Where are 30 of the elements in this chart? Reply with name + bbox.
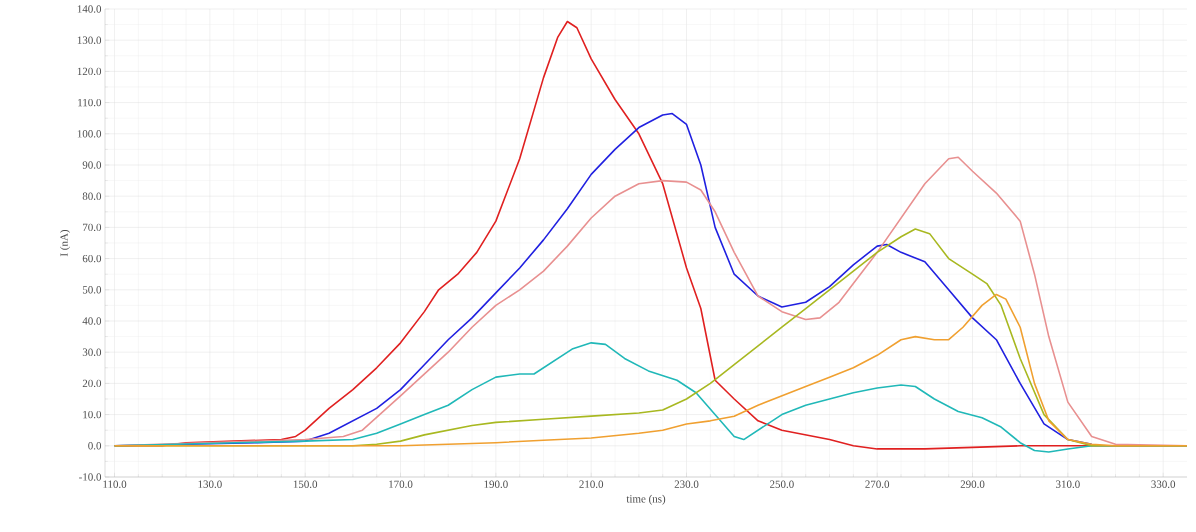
y-tick-label: 130.0 — [77, 36, 102, 44]
y-tick-label: 60.0 — [82, 254, 102, 263]
x-tick-label: 110.0 — [103, 480, 127, 488]
x-tick-label: 310.0 — [1056, 480, 1080, 488]
y-tick-label: 80.0 — [82, 192, 102, 200]
x-tick-label: 210.0 — [579, 480, 604, 488]
y-tick-label: 90.0 — [82, 161, 102, 169]
x-tick-label: 170.0 — [389, 480, 413, 488]
x-tick-label: 250.0 — [770, 480, 794, 488]
y-tick-label: 110.0 — [78, 98, 102, 107]
y-tick-label: 70.0 — [83, 223, 102, 232]
y-tick-label: 0.0 — [88, 442, 102, 450]
y-tick-label: 30.0 — [82, 348, 102, 356]
y-tick-label: 100.0 — [77, 130, 102, 138]
y-tick-label: 140.0 — [77, 5, 102, 13]
y-tick-label: 40.0 — [82, 317, 102, 325]
x-tick-label: 190.0 — [484, 480, 508, 488]
y-tick-label: 20.0 — [82, 379, 102, 388]
y-tick-label: 10.0 — [83, 410, 102, 419]
y-axis-title: I (nA) — [60, 229, 70, 257]
x-tick-label: 230.0 — [674, 480, 699, 488]
x-tick-label: 290.0 — [960, 480, 985, 488]
x-tick-label: 150.0 — [293, 480, 318, 488]
x-tick-label: 130.0 — [198, 480, 222, 488]
x-axis-title: time (ns) — [626, 494, 666, 505]
y-tick-label: 50.0 — [82, 286, 102, 294]
x-tick-label: 270.0 — [865, 480, 890, 488]
x-tick-label: 330.0 — [1151, 480, 1176, 488]
y-tick-label: 120.0 — [77, 67, 102, 76]
y-tick-label: -10.0 — [79, 473, 102, 481]
